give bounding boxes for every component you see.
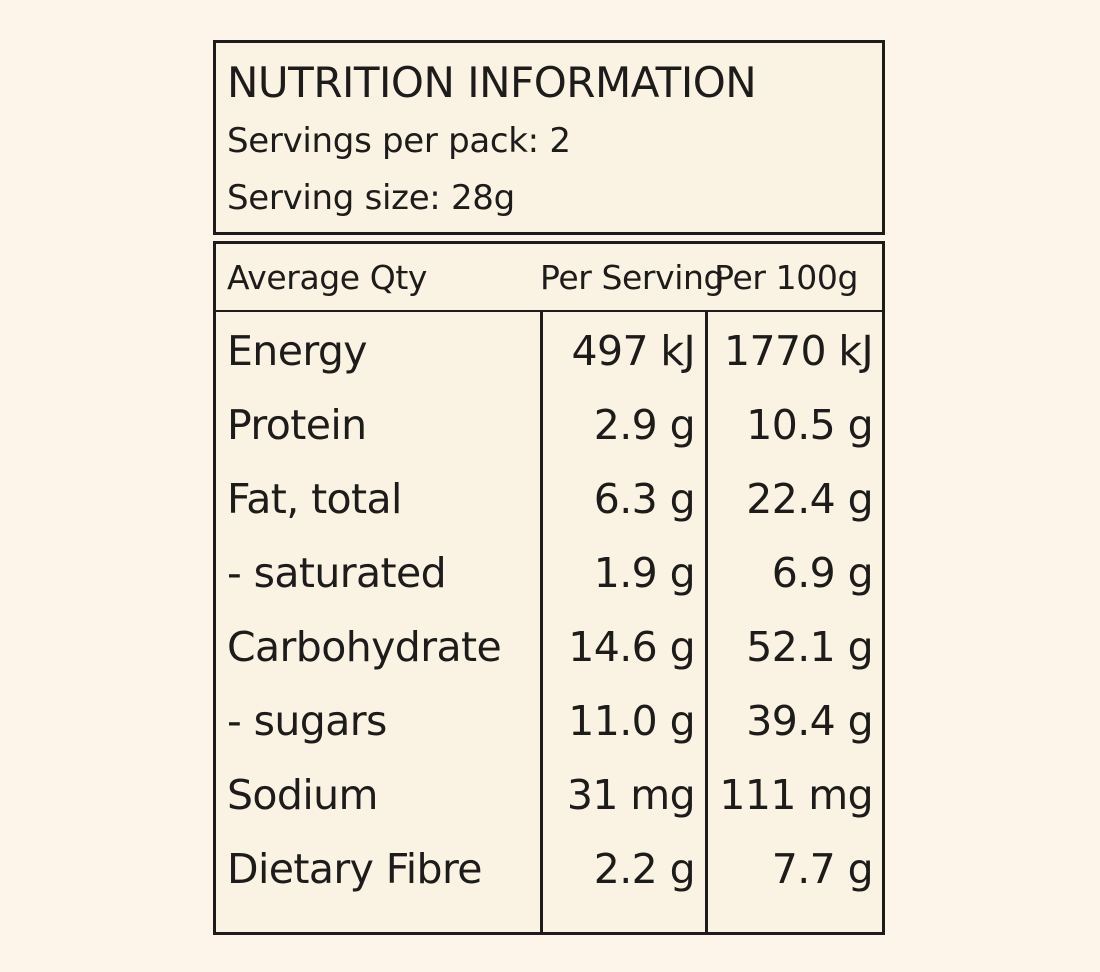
serving-size-text: Serving size: 28g xyxy=(227,178,515,218)
panel-title: NUTRITION INFORMATION xyxy=(227,58,757,107)
per-100g-value: 22.4 g xyxy=(746,475,873,523)
column-header-average-qty: Average Qty xyxy=(227,257,428,297)
nutrient-name: Protein xyxy=(227,401,367,449)
table-row-energy: Energy 497 kJ 1770 kJ xyxy=(216,314,882,388)
table-row-saturated: - saturated 1.9 g 6.9 g xyxy=(216,536,882,610)
per-100g-value: 111 mg xyxy=(719,771,873,819)
nutrient-name: - sugars xyxy=(227,697,387,745)
column-header-row: Average Qty Per Serving Per 100g xyxy=(216,244,882,312)
nutrient-name: Sodium xyxy=(227,771,378,819)
table-row-fat-total: Fat, total 6.3 g 22.4 g xyxy=(216,462,882,536)
table-row-dietary-fibre: Dietary Fibre 2.2 g 7.7 g xyxy=(216,832,882,906)
per-serving-value: 31 mg xyxy=(566,771,696,819)
per-100g-value: 39.4 g xyxy=(746,697,873,745)
column-header-per-100g: Per 100g xyxy=(714,257,858,297)
label-header-box: NUTRITION INFORMATION Servings per pack:… xyxy=(213,40,885,235)
table-row-sugars: - sugars 11.0 g 39.4 g xyxy=(216,684,882,758)
nutrition-panel: NUTRITION INFORMATION Servings per pack:… xyxy=(213,40,885,935)
nutrient-name: Energy xyxy=(227,327,368,375)
per-serving-value: 6.3 g xyxy=(593,475,696,523)
table-row-carbohydrate: Carbohydrate 14.6 g 52.1 g xyxy=(216,610,882,684)
column-divider-per-100g xyxy=(705,312,708,932)
servings-per-pack-text: Servings per pack: 2 xyxy=(227,121,571,161)
nutrition-table-body: Energy 497 kJ 1770 kJ Protein 2.9 g 10.5… xyxy=(216,312,882,932)
per-100g-value: 6.9 g xyxy=(771,549,874,597)
per-serving-value: 2.9 g xyxy=(593,401,696,449)
nutrient-name: Dietary Fibre xyxy=(227,845,483,893)
per-100g-value: 52.1 g xyxy=(746,623,873,671)
nutrition-table-box: Average Qty Per Serving Per 100g Energy … xyxy=(213,241,885,935)
per-serving-value: 497 kJ xyxy=(571,327,695,375)
per-100g-value: 1770 kJ xyxy=(723,327,874,375)
nutrient-name: Carbohydrate xyxy=(227,623,502,671)
per-serving-value: 1.9 g xyxy=(593,549,696,597)
per-100g-value: 7.7 g xyxy=(771,845,874,893)
per-serving-value: 11.0 g xyxy=(568,697,695,745)
nutrient-name: - saturated xyxy=(227,549,447,597)
per-serving-value: 14.6 g xyxy=(568,623,695,671)
table-row-protein: Protein 2.9 g 10.5 g xyxy=(216,388,882,462)
per-serving-value: 2.2 g xyxy=(593,845,696,893)
nutrient-name: Fat, total xyxy=(227,475,402,523)
per-100g-value: 10.5 g xyxy=(746,401,873,449)
table-row-sodium: Sodium 31 mg 111 mg xyxy=(216,758,882,832)
column-header-per-serving: Per Serving xyxy=(540,257,725,297)
column-divider-per-serving xyxy=(540,312,543,932)
